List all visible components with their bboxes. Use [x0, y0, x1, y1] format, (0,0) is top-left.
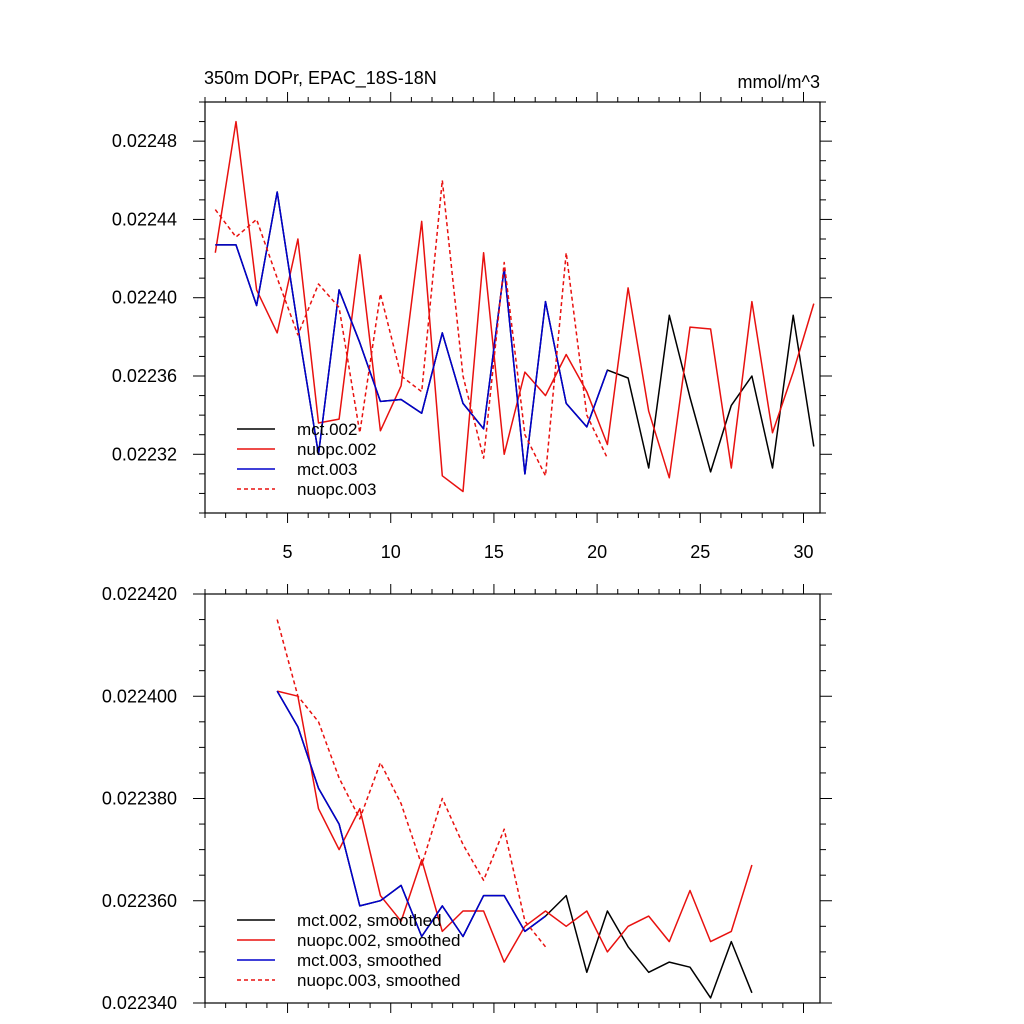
- chart-title: 350m DOPr, EPAC_18S-18N: [204, 68, 437, 89]
- series-line-nuopc-003: [214, 179, 609, 477]
- legend-label: nuopc.002, smoothed: [297, 931, 461, 950]
- series-line-mct-003-smoothed: [276, 690, 546, 938]
- plot-frame: [204, 101, 821, 514]
- legend-label: nuopc.002: [297, 440, 376, 459]
- series-line-nuopc-002-smoothed: [277, 690, 753, 963]
- x-tick-label: 20: [587, 542, 607, 562]
- legend-label: nuopc.003: [297, 480, 376, 499]
- series-line-nuopc-003-smoothed: [276, 619, 547, 948]
- y-tick-label: 0.02232: [112, 444, 177, 464]
- legend-label: mct.002, smoothed: [297, 911, 442, 930]
- legend-label: mct.003, smoothed: [297, 951, 442, 970]
- y-tick-label: 0.022380: [102, 789, 177, 809]
- legend-label: mct.002: [297, 420, 357, 439]
- y-tick-label: 0.022340: [102, 993, 177, 1013]
- x-tick-label: 15: [484, 542, 504, 562]
- x-tick-label: 10: [381, 542, 401, 562]
- top-panel: 350m DOPr, EPAC_18S-18N mmol/m^3 5 10 15 20…: [112, 68, 832, 562]
- x-tick-label: 30: [793, 542, 813, 562]
- series-line-mct-003: [215, 191, 609, 475]
- bottom-panel: 0.022340 0.022360 0.022380 0.022400 0.022420…: [102, 584, 832, 1013]
- x-tick-label: 25: [690, 542, 710, 562]
- x-tick-label: 5: [283, 542, 293, 562]
- units-label: mmol/m^3: [738, 72, 820, 92]
- y-tick-label: 0.02244: [112, 209, 177, 229]
- y-tick-label: 0.02248: [112, 131, 177, 151]
- y-tick-label: 0.022400: [102, 686, 177, 706]
- series-line-nuopc-002: [214, 120, 815, 493]
- legend-label: mct.003: [297, 460, 357, 479]
- y-tick-label: 0.022420: [102, 584, 177, 604]
- y-tick-label: 0.02240: [112, 288, 177, 308]
- legend-label: nuopc.003, smoothed: [297, 971, 461, 990]
- y-tick-label: 0.02236: [112, 366, 177, 386]
- y-tick-label: 0.022360: [102, 891, 177, 911]
